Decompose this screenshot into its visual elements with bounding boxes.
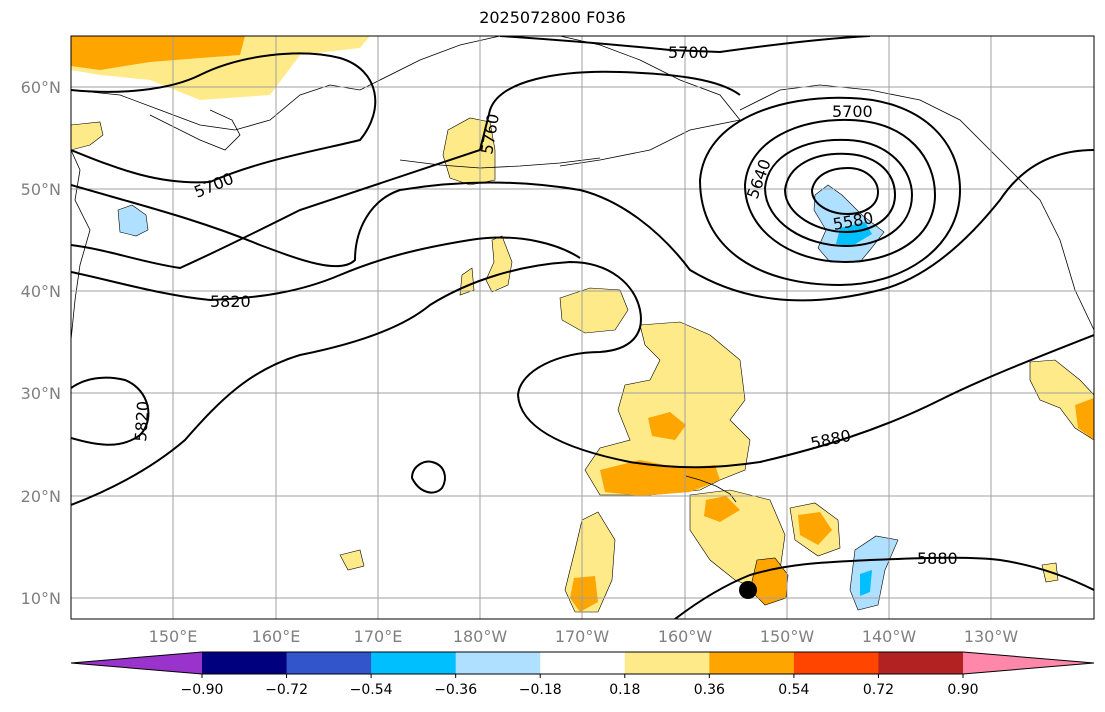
label-5700-low: 5700	[832, 102, 873, 121]
label-5700-top: 5700	[668, 43, 709, 62]
colorbar-segment	[793, 652, 879, 674]
contour-low-ring-2	[743, 118, 937, 264]
colorbar-tick-label: −0.90	[181, 682, 224, 698]
shade-negative-low-core	[836, 222, 872, 246]
shade-orange-nw	[71, 36, 245, 70]
label-5880-low: 5880	[917, 549, 958, 568]
map-title: 2025072800 F036	[479, 8, 626, 27]
colorbar-tick-label: 0.54	[778, 682, 809, 698]
colorbar-segment	[540, 652, 626, 674]
contour-5820-left	[71, 376, 150, 446]
lon-label-170w: 170°W	[555, 627, 610, 646]
shade-orange-hawaii-south	[704, 496, 740, 522]
coast-alaska	[559, 36, 741, 167]
lon-label-170e: 170°E	[354, 627, 403, 646]
coast-hawaii	[685, 475, 737, 503]
contour-5820-mid	[71, 260, 1094, 506]
coast-siberia	[71, 36, 501, 131]
shade-orange-east	[798, 512, 832, 545]
lon-label-130w: 130°W	[964, 627, 1019, 646]
colorbar-tick-label: −0.54	[350, 682, 393, 698]
lat-label-50: 50°N	[21, 180, 61, 199]
latitude-labels: 60°N 50°N 40°N 30°N 20°N 10°N	[21, 78, 61, 608]
gridlines	[71, 36, 1094, 619]
shade-positive-central-north	[559, 287, 629, 334]
lon-label-150w: 150°W	[760, 627, 815, 646]
contour-5700-nw	[71, 52, 377, 184]
lat-label-30: 30°N	[21, 384, 61, 403]
contour-5880-south	[674, 556, 1094, 619]
colorbar-segment	[202, 652, 288, 674]
coast-alaska-gulf	[739, 84, 1094, 331]
contour-5760	[71, 70, 741, 270]
colorbar-segment	[709, 652, 795, 674]
contour-5760-b	[71, 149, 1094, 302]
shade-positive-west-small	[339, 549, 365, 571]
lat-label-20: 20°N	[21, 487, 61, 506]
shade-negative-southeast-core	[860, 570, 872, 596]
shade-negative-low	[813, 184, 885, 263]
coast-kamchatka	[149, 109, 241, 151]
plot-frame	[70, 35, 1095, 620]
colorbar-tick-label: 0.72	[863, 682, 894, 698]
contour-5880-small	[410, 460, 446, 494]
contour-low-ring-outer	[698, 96, 962, 287]
lat-label-40: 40°N	[21, 282, 61, 301]
colorbar-extend-low	[71, 652, 202, 674]
lon-label-150e: 150°E	[149, 627, 198, 646]
anomaly-shading	[71, 36, 1094, 613]
contour-low-ring-4	[783, 152, 897, 234]
colorbar-tick-label: −0.36	[434, 682, 477, 698]
contour-low-ring-3	[763, 138, 914, 248]
colorbar: −0.90 −0.72 −0.54 −0.36 −0.18 0.18 0.36 0.54 0.7…	[70, 651, 1095, 698]
lon-label-160e: 160°E	[252, 627, 301, 646]
coast-japan	[71, 149, 91, 341]
label-5820-left: 5820	[131, 400, 153, 442]
longitude-labels: 150°E 160°E 170°E 180°W 170°W 160°W 150°…	[149, 627, 1019, 646]
shade-positive-dateline-a	[485, 235, 513, 293]
lon-label-180: 180°W	[453, 627, 508, 646]
lon-label-160w: 160°W	[658, 627, 713, 646]
colorbar-tick-label: 0.90	[947, 682, 978, 698]
contour-low-ring-5	[810, 166, 880, 216]
lat-label-10: 10°N	[21, 589, 61, 608]
contour-5700-top	[499, 36, 871, 54]
storm-center-marker	[739, 581, 757, 599]
colorbar-tick-label: −0.72	[265, 682, 308, 698]
shade-orange-central-a	[648, 412, 686, 440]
colorbar-tick-label: −0.18	[519, 682, 562, 698]
lat-label-60: 60°N	[21, 78, 61, 97]
colorbar-segment	[286, 652, 372, 674]
colorbar-segment	[455, 652, 541, 674]
shade-negative-kamchatka	[117, 204, 149, 237]
shade-orange-sw	[570, 576, 598, 612]
colorbar-segment	[878, 652, 964, 674]
coast-aleutians	[399, 157, 601, 169]
colorbar-extend-high	[963, 652, 1094, 674]
shade-positive-west-edge	[71, 121, 104, 151]
colorbar-tick-label: 0.18	[609, 682, 640, 698]
colorbar-segment	[371, 652, 457, 674]
contour-5820-upper	[71, 236, 581, 302]
shade-orange-east-coast	[1075, 398, 1094, 440]
lon-label-140w: 140°W	[862, 627, 917, 646]
shade-orange-central-b	[600, 460, 720, 496]
height-contours	[71, 36, 1094, 619]
label-5820-mid: 5820	[210, 292, 251, 311]
colorbar-segment	[624, 652, 710, 674]
colorbar-tick-label: 0.36	[694, 682, 725, 698]
coastlines	[71, 36, 1094, 503]
